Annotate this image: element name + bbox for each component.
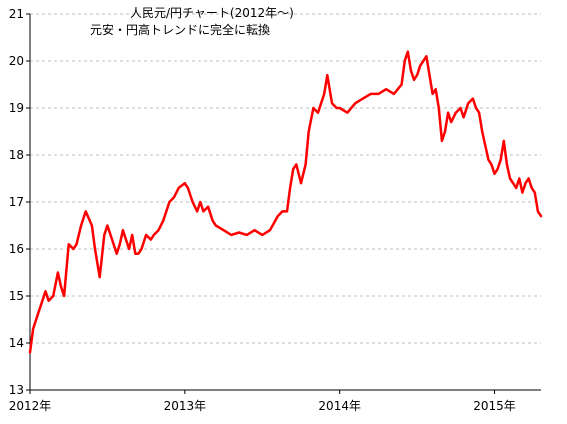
y-tick-label: 16 [9,242,24,256]
axes [26,13,541,394]
x-tick-label: 2013年 [164,399,207,413]
y-tick-label: 19 [9,101,24,115]
series-line-0 [28,50,543,354]
y-tick-label: 17 [9,195,24,209]
x-tick-label: 2015年 [473,399,516,413]
y-tick-label: 18 [9,148,24,162]
y-tick-label: 21 [9,7,24,21]
x-tick-label: 2014年 [318,399,361,413]
y-tick-label: 15 [9,289,24,303]
y-tick-label: 13 [9,383,24,397]
y-tick-label: 14 [9,336,24,350]
chart-subtitle: 元安・円高トレンドに完全に転換 [90,22,270,37]
x-tick-labels: 2012年 2013年 2014年 2015年 [9,399,516,413]
chart-title: 人民元/円チャート(2012年～) [130,6,294,20]
plot-area [28,50,543,354]
y-tick-labels: 13 14 15 16 17 18 19 20 21 [9,7,24,397]
y-tick-label: 20 [9,54,24,68]
x-tick-label: 2012年 [9,399,52,413]
grid-lines [30,13,541,344]
